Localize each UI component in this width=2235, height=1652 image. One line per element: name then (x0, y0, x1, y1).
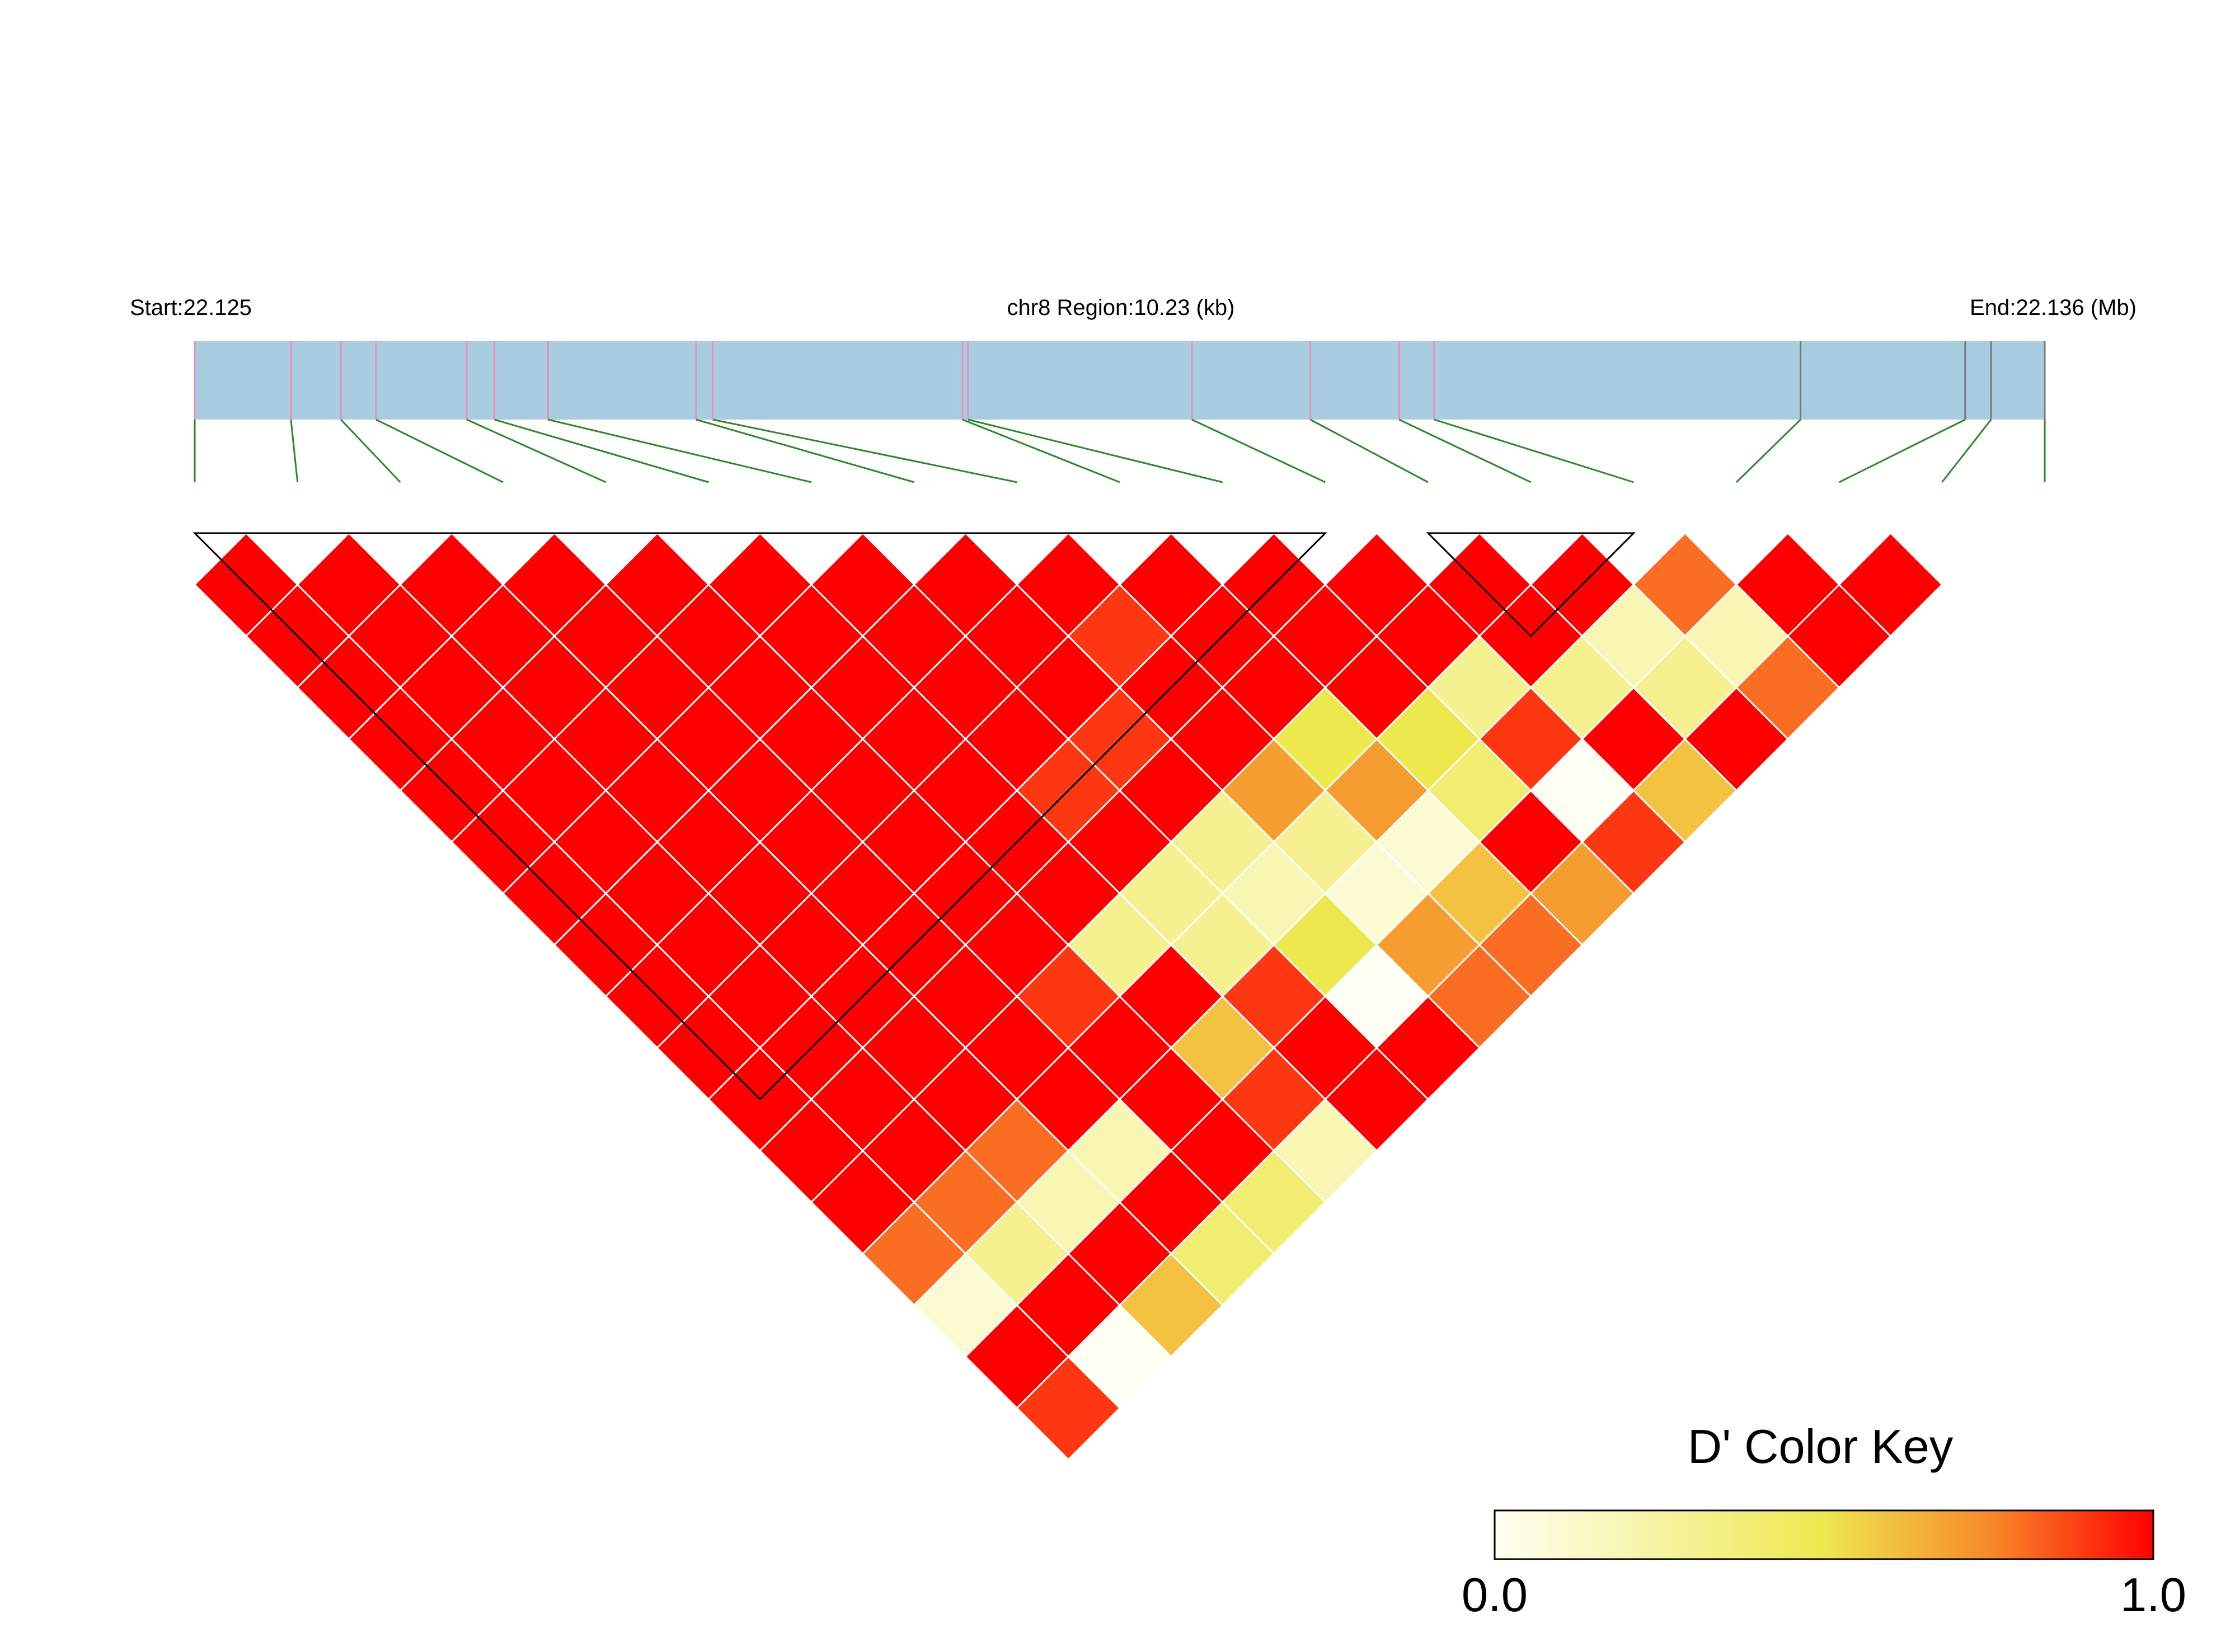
snp-ticks (194, 341, 2046, 420)
snp-connector-15 (1735, 418, 1801, 483)
snp-connector-17 (1941, 419, 1992, 483)
snp-connector-10 (968, 418, 1223, 483)
snp-connector-8 (712, 418, 1017, 483)
ld-block-outlines (192, 532, 1636, 1101)
color-key-title: D' Color Key (1688, 1420, 1954, 1474)
snp-connector-9 (962, 418, 1120, 483)
color-key-min-label: 0.0 (1462, 1569, 1528, 1622)
snp-connectors (194, 418, 2046, 483)
snp-connector-3 (375, 418, 504, 483)
snp-connector-14 (1434, 418, 1634, 483)
snp-connector-2 (340, 418, 401, 483)
snp-connector-13 (1398, 418, 1532, 483)
snp-connector-7 (696, 418, 915, 483)
snp-connector-16 (1838, 418, 1966, 483)
end-label: End:22.136 (Mb) (1970, 295, 2137, 320)
color-key-bar (1494, 1509, 2154, 1560)
snp-connector-12 (1309, 418, 1429, 483)
snp-connector-11 (1191, 418, 1326, 483)
genomic-track (195, 341, 2045, 420)
ld-block-outline-0 (192, 532, 1327, 1101)
snp-connector-5 (494, 418, 709, 483)
start-label: Start:22.125 (130, 295, 252, 320)
snp-connector-1 (290, 419, 299, 483)
snp-connector-6 (548, 418, 812, 483)
color-key-max-label: 1.0 (2120, 1569, 2186, 1622)
snp-connector-4 (466, 418, 607, 483)
ld-cells (193, 531, 1943, 1461)
ld-block-outline-1 (1426, 532, 1636, 638)
ld-cell-16-17 (1838, 531, 1943, 638)
region-label: chr8 Region:10.23 (kb) (1007, 295, 1235, 320)
